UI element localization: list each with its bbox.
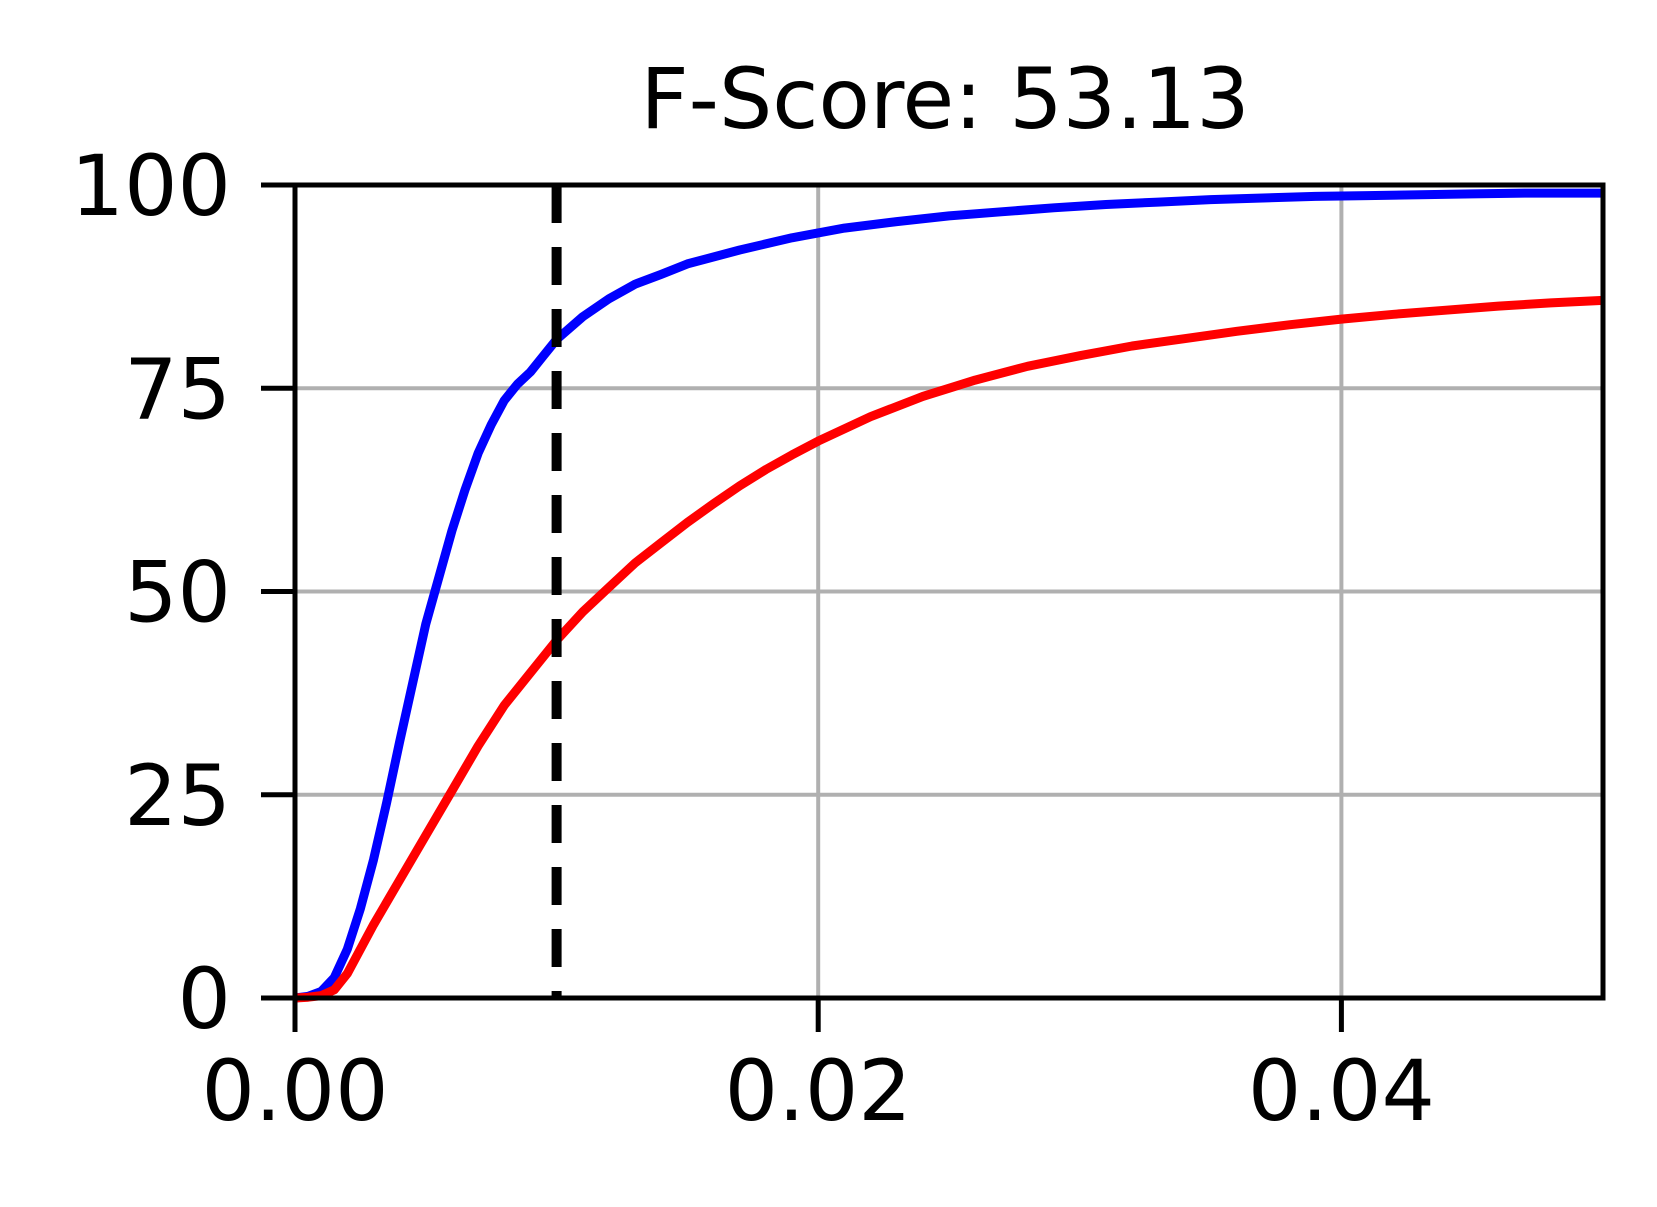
chart-title: F-Score: 53.13 <box>640 50 1249 148</box>
series-layer <box>294 188 1604 1003</box>
series-line-1 <box>294 188 1603 1003</box>
y-tick-label: 25 <box>124 747 231 845</box>
grid <box>293 183 1603 1000</box>
axis-ticks: 0.00 0.02 0.04 0 25 50 75 100 <box>71 137 1435 1140</box>
y-tick-label: 0 <box>178 950 231 1048</box>
y-tick-label: 100 <box>71 137 231 235</box>
series-line-2 <box>294 295 1604 1003</box>
y-tick-label: 50 <box>124 544 231 642</box>
x-tick-label: 0.02 <box>725 1042 912 1140</box>
y-tick-label: 75 <box>124 340 231 438</box>
x-tick-label: 0.00 <box>201 1042 388 1140</box>
x-tick-label: 0.04 <box>1248 1042 1435 1140</box>
